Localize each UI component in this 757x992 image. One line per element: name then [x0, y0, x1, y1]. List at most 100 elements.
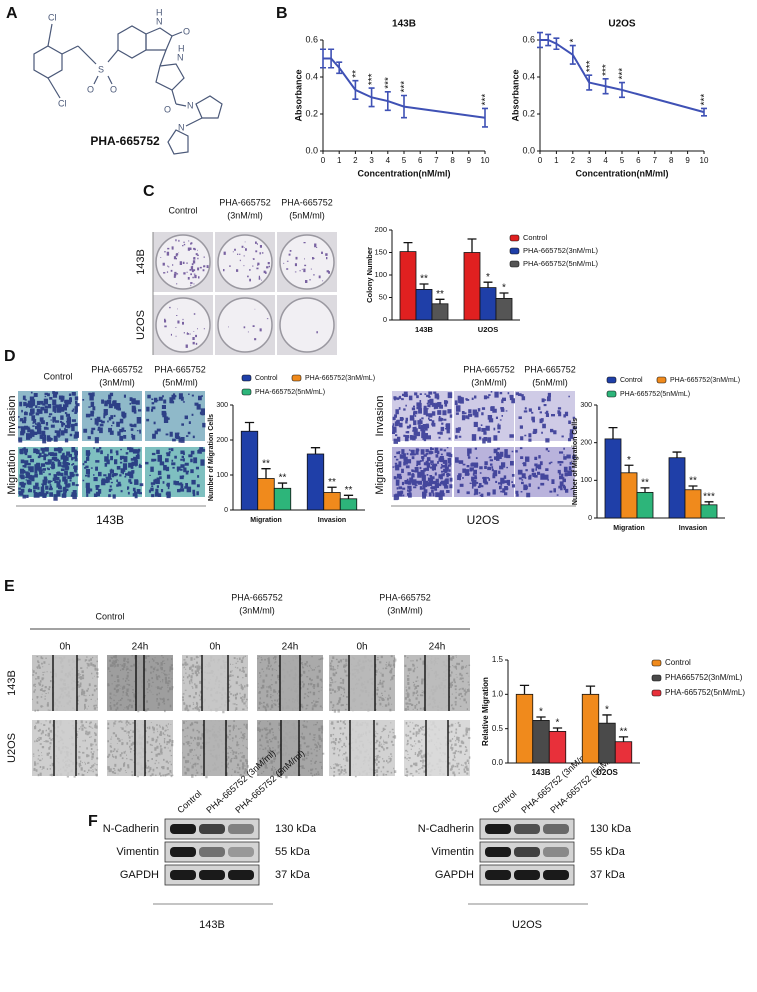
time-label: 24h: [429, 642, 446, 653]
band: [199, 847, 225, 857]
legend-swatch: [651, 659, 662, 667]
band: [199, 824, 225, 834]
legend-swatch: [651, 689, 662, 697]
cell-line: 143B: [199, 919, 225, 931]
size-label: 37 kDa: [275, 869, 311, 881]
bar: [532, 720, 550, 764]
column-header: (3nM/ml): [387, 605, 423, 615]
legend-swatch: [291, 374, 302, 382]
column-header: PHA-665752: [463, 364, 515, 374]
y-axis-label: Absorbance: [293, 69, 303, 121]
legend-label: Control: [665, 658, 691, 667]
bond: [107, 75, 113, 85]
column-header: (3nM/ml): [239, 605, 275, 615]
x-tick-label: 6: [418, 156, 423, 165]
column-header: (5nM/ml): [162, 377, 198, 387]
texture: [404, 655, 471, 711]
panel-label: D: [4, 348, 16, 365]
size-label: 55 kDa: [590, 846, 626, 858]
significance: **: [436, 289, 444, 300]
y-tick-label: 0.4: [305, 71, 318, 81]
row-label: U2OS: [135, 310, 147, 340]
y-tick-label: 100: [216, 472, 228, 479]
significance: **: [641, 478, 649, 489]
well: [217, 234, 273, 290]
y-tick-label: 0: [588, 515, 592, 522]
error-bar: [536, 716, 546, 721]
error-bar: [403, 241, 413, 252]
protein-label: GAPDH: [435, 869, 474, 881]
bar: [495, 297, 513, 321]
atom-label: O: [110, 84, 117, 94]
time-label: 0h: [209, 642, 220, 653]
ring: [145, 27, 173, 51]
texture: [392, 447, 453, 501]
ring: [167, 129, 189, 155]
x-tick-label: 5: [402, 156, 407, 165]
scratch: [53, 655, 77, 711]
row-label: Invasion: [374, 396, 386, 437]
bar: [604, 438, 622, 519]
significance: ***: [367, 73, 378, 85]
atom-label: H: [178, 43, 185, 53]
x-tick-label: 1: [337, 156, 342, 165]
panel-label: F: [88, 813, 98, 830]
bar: [614, 741, 633, 764]
y-tick-label: 1.5: [492, 655, 504, 664]
significance: *: [627, 455, 631, 466]
size-label: 130 kDa: [590, 823, 632, 835]
y-tick-label: 0.6: [522, 34, 535, 44]
band: [485, 870, 511, 880]
column-header: (5nM/ml): [532, 377, 568, 387]
legend-swatch: [606, 376, 617, 384]
significance: ***: [601, 64, 612, 76]
y-tick-label: 150: [374, 247, 387, 256]
bond: [47, 77, 61, 99]
bond: [175, 103, 187, 107]
error-bar: [672, 451, 682, 458]
protein-label: N-Cadherin: [418, 823, 474, 835]
y-tick-label: 100: [580, 477, 592, 484]
x-tick-label: 2: [353, 156, 358, 165]
column-header: PHA-665752: [219, 197, 271, 207]
x-tick-label: 143B: [531, 768, 550, 777]
x-tick-label: 4: [386, 156, 391, 165]
band: [170, 847, 196, 857]
bar: [415, 288, 433, 321]
error-bar: [618, 736, 629, 742]
protein-label: GAPDH: [120, 869, 159, 881]
y-tick-label: 200: [216, 437, 228, 444]
cell-line: U2OS: [512, 919, 542, 931]
error-bar: [640, 487, 650, 493]
error-bar: [553, 37, 560, 51]
column-header: (3nM/ml): [471, 377, 507, 387]
atom-label: N: [156, 16, 163, 26]
legend-label: PHA-665752(3nM/mL): [305, 375, 375, 382]
error-bar: [499, 292, 509, 299]
protein-label: Vimentin: [116, 846, 159, 858]
legend-swatch: [651, 674, 662, 682]
y-tick-label: 200: [374, 225, 387, 234]
bar: [257, 478, 275, 511]
error-bar: [482, 107, 488, 128]
atom-label: Cl: [58, 98, 67, 108]
band: [228, 847, 254, 857]
significance: **: [262, 458, 270, 469]
x-tick-label: 143B: [415, 325, 434, 334]
legend-swatch: [509, 234, 520, 242]
bar: [240, 430, 259, 511]
error-bar: [545, 33, 552, 47]
significance: ***: [618, 68, 629, 80]
bar: [479, 287, 497, 321]
atom-label: N: [187, 100, 194, 110]
x-tick-label: 2: [571, 156, 576, 165]
bond: [185, 117, 203, 127]
ring: [155, 63, 185, 91]
legend-label: Control: [620, 377, 643, 384]
y-tick-label: 0.2: [305, 108, 318, 118]
error-bar: [688, 485, 698, 490]
legend-swatch: [509, 247, 520, 255]
scratch: [135, 720, 145, 776]
time-label: 0h: [59, 642, 70, 653]
texture: [316, 331, 318, 334]
